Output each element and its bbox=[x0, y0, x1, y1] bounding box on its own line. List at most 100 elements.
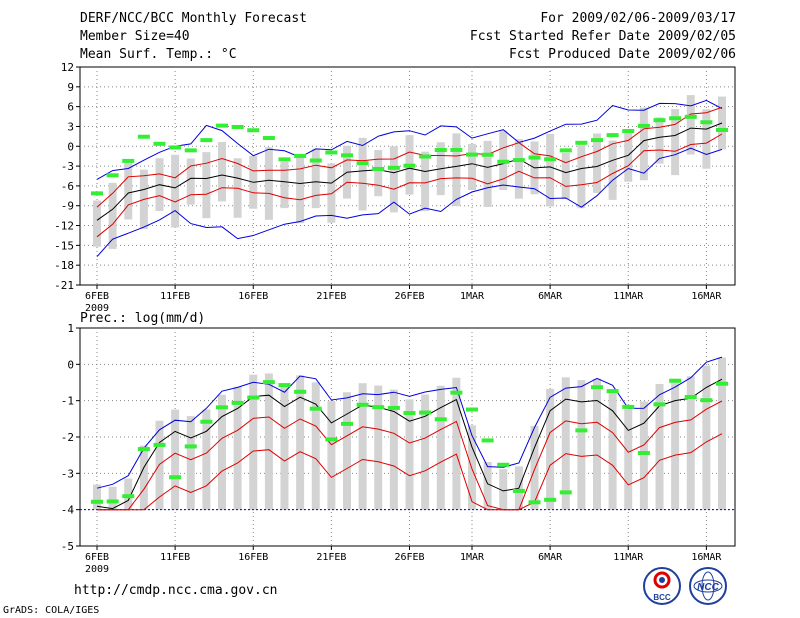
prec-box bbox=[452, 377, 461, 510]
prec-obs-mark bbox=[309, 406, 322, 411]
temp-year-label: 2009 bbox=[85, 303, 109, 314]
temp-obs-mark bbox=[137, 134, 150, 139]
prec-obs-mark bbox=[278, 383, 291, 388]
prec-box bbox=[218, 394, 226, 510]
prec-box bbox=[389, 389, 398, 510]
temp-box bbox=[296, 157, 305, 224]
temp-box bbox=[202, 152, 211, 219]
prec-box bbox=[171, 409, 180, 510]
temp-ytick-label: -6 bbox=[61, 180, 74, 193]
temp-ytick-label: -15 bbox=[54, 239, 74, 252]
temp-obs-mark bbox=[700, 120, 713, 125]
temp-xtick-label: 6MAR bbox=[538, 291, 563, 302]
prec-box bbox=[124, 478, 133, 510]
temp-obs-mark bbox=[200, 138, 213, 143]
temp-min-line bbox=[96, 147, 723, 257]
prec-obs-mark bbox=[247, 395, 260, 400]
temp-obs-mark bbox=[575, 140, 588, 145]
temp-obs-mark bbox=[216, 123, 228, 128]
temp-obs-mark bbox=[372, 166, 385, 171]
prec-xtick-label: 1MAR bbox=[460, 552, 485, 563]
temp-xtick-label: 11FEB bbox=[160, 291, 190, 302]
prec-obs-mark bbox=[512, 488, 525, 493]
temp-obs-mark bbox=[247, 128, 260, 133]
prec-obs-mark bbox=[341, 421, 353, 426]
prec-obs-mark bbox=[653, 402, 666, 407]
temp-obs-mark bbox=[169, 145, 182, 150]
temp-obs-mark bbox=[419, 154, 432, 159]
temp-box bbox=[218, 141, 226, 202]
chart-title: DERF/NCC/BCC Monthly Forecast bbox=[80, 11, 307, 26]
temp-obs-mark bbox=[231, 124, 244, 129]
temp-box bbox=[421, 151, 430, 212]
prec-xtick-label: 11FEB bbox=[160, 552, 190, 563]
prec-box bbox=[561, 377, 570, 510]
temp-obs-mark bbox=[184, 148, 197, 153]
temp-obs-mark bbox=[622, 129, 635, 134]
temp-box bbox=[108, 182, 117, 249]
prec-obs-mark bbox=[466, 407, 478, 412]
prec-obs-mark bbox=[575, 428, 588, 433]
prec-ytick-label: 1 bbox=[67, 322, 74, 335]
temp-ytick-label: -18 bbox=[54, 259, 74, 272]
prec-obs-mark bbox=[434, 417, 447, 422]
prec-p25-line bbox=[97, 433, 723, 511]
forecast-period: For 2009/02/06-2009/03/17 bbox=[540, 11, 736, 26]
prec-obs-mark bbox=[91, 499, 103, 504]
temp-box bbox=[93, 200, 101, 247]
prec-obs-mark bbox=[606, 389, 619, 394]
prec-obs-mark bbox=[231, 400, 244, 405]
member-size: Member Size=40 bbox=[80, 29, 190, 44]
temp-obs-mark bbox=[387, 165, 400, 170]
temp-obs-mark bbox=[341, 153, 353, 158]
temp-box bbox=[686, 95, 695, 155]
prec-ytick-label: -2 bbox=[61, 431, 74, 444]
prec-box bbox=[233, 386, 242, 510]
prec-obs-mark bbox=[700, 398, 713, 403]
prec-box bbox=[702, 365, 711, 510]
temp-max-line bbox=[96, 99, 723, 180]
temp-box bbox=[577, 142, 586, 209]
prec-obs-mark bbox=[372, 405, 385, 410]
prec-ytick-label: -4 bbox=[61, 504, 75, 517]
temp-ytick-label: 9 bbox=[67, 81, 74, 94]
precipitation-variable-label: Prec.: log(mm/d) bbox=[80, 311, 206, 326]
prec-obs-mark bbox=[106, 499, 119, 504]
temp-obs-mark bbox=[512, 158, 525, 163]
prec-obs-mark bbox=[200, 419, 213, 424]
temp-ytick-label: 6 bbox=[67, 101, 74, 114]
prec-median-line bbox=[96, 378, 723, 510]
temp-obs-mark bbox=[684, 114, 697, 119]
prec-obs-mark bbox=[481, 438, 494, 443]
temp-box bbox=[452, 133, 461, 207]
temp-box bbox=[468, 143, 476, 191]
prec-obs-mark bbox=[544, 497, 557, 502]
prec-obs-mark bbox=[622, 404, 635, 409]
temp-box bbox=[280, 161, 289, 209]
prec-obs-mark bbox=[559, 490, 572, 495]
prec-box bbox=[499, 469, 508, 510]
temp-box bbox=[514, 139, 523, 199]
temp-obs-mark bbox=[294, 153, 307, 158]
prec-box bbox=[546, 388, 555, 510]
temp-p75-line bbox=[96, 106, 723, 208]
temp-p25-line bbox=[96, 133, 723, 238]
prec-box bbox=[718, 357, 726, 510]
temp-box bbox=[374, 149, 383, 197]
temp-obs-mark bbox=[450, 147, 463, 152]
temp-obs-mark bbox=[637, 123, 650, 128]
prec-xtick-label: 21FEB bbox=[316, 552, 346, 563]
temp-obs-mark bbox=[262, 136, 275, 141]
temp-obs-mark bbox=[325, 150, 338, 155]
temp-box bbox=[264, 147, 273, 220]
prec-box bbox=[108, 486, 117, 510]
temp-box bbox=[186, 158, 195, 205]
temp-xtick-label: 6FEB bbox=[85, 291, 109, 302]
prec-box bbox=[421, 394, 430, 510]
temp-obs-mark bbox=[403, 163, 416, 168]
temp-box bbox=[171, 154, 180, 228]
prec-box bbox=[327, 401, 336, 510]
temp-box bbox=[546, 133, 555, 207]
prec-ytick-label: 0 bbox=[67, 358, 74, 371]
